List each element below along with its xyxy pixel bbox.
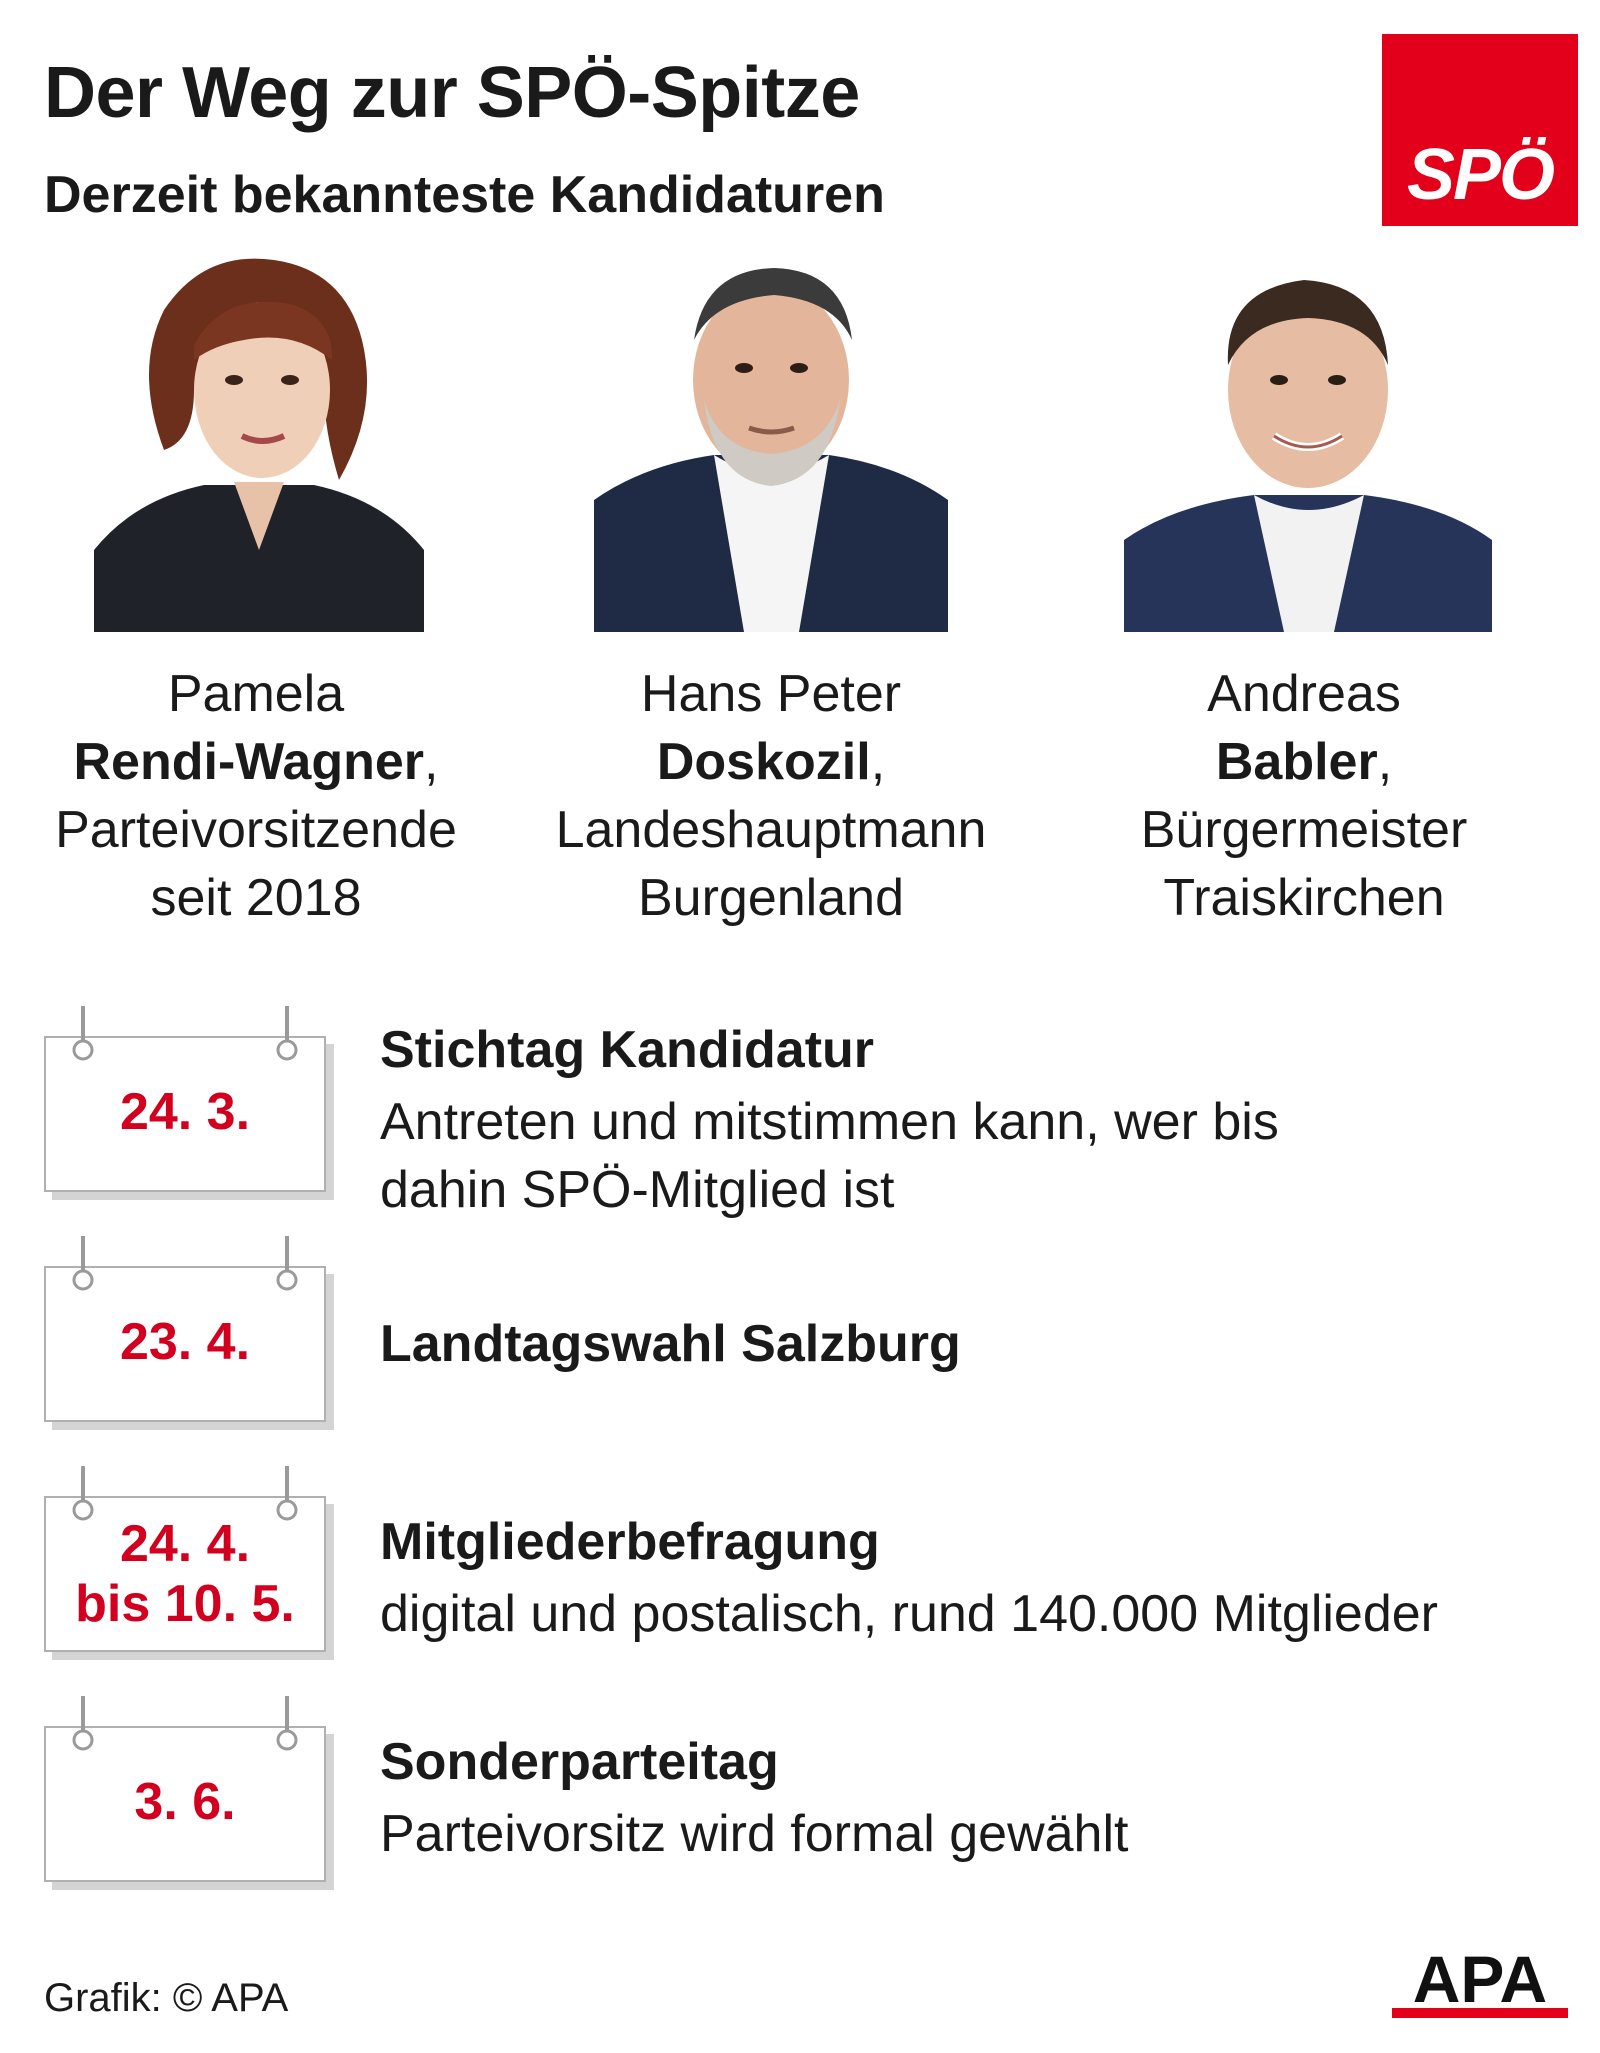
graphic-credit: Grafik: © APA bbox=[44, 1976, 289, 2020]
apa-logo-text: APA bbox=[1413, 1950, 1547, 2016]
calendar-icon-stichtag: 24. 3. bbox=[44, 1006, 326, 1192]
name-separator: , bbox=[424, 733, 439, 791]
calendar-icon-landtagswahl: 23. 4. bbox=[44, 1236, 326, 1422]
candidate-first-name: Hans Peter bbox=[640, 665, 902, 723]
candidate-first-name: Pamela bbox=[167, 665, 345, 723]
calendar-ring-icon bbox=[276, 1466, 298, 1521]
event-title-stichtag: Stichtag Kandidatur bbox=[380, 1021, 875, 1079]
event-title-sonderparteitag: Sonderparteitag bbox=[380, 1733, 779, 1791]
calendar-ring-icon bbox=[72, 1236, 94, 1291]
event-description-line: digital und postalisch, rund 140.000 Mit… bbox=[380, 1585, 1439, 1643]
page-subtitle: Derzeit bekannteste Kandidaturen bbox=[44, 166, 885, 224]
calendar-ring-icon bbox=[72, 1466, 94, 1521]
calendar-icon-mitgliederbefragung: 24. 4. bis 10. 5. bbox=[44, 1466, 326, 1652]
calendar-ring-icon bbox=[276, 1006, 298, 1061]
calendar-ring-icon bbox=[72, 1006, 94, 1061]
apa-logo: APA bbox=[1392, 1950, 1568, 2018]
candidate-role: Bürgermeister bbox=[1140, 801, 1468, 859]
event-description-line: Parteivorsitz wird formal gewählt bbox=[380, 1805, 1129, 1863]
spo-logo: SPÖ bbox=[1382, 34, 1578, 226]
candidate-last-name: Babler bbox=[1215, 733, 1378, 791]
candidate-last-name: Rendi-Wagner bbox=[73, 733, 425, 791]
event-description-line: dahin SPÖ-Mitglied ist bbox=[380, 1161, 895, 1219]
calendar-ring-icon bbox=[72, 1696, 94, 1751]
candidate-doskozil: Hans Peter Doskozil, Landeshauptmann Bur… bbox=[531, 660, 1011, 932]
candidate-role: Parteivorsitzende bbox=[55, 801, 457, 859]
candidate-role-detail: Burgenland bbox=[638, 869, 904, 927]
candidate-photo-rendi-wagner bbox=[94, 250, 424, 632]
event-description-sonderparteitag: Parteivorsitz wird formal gewählt bbox=[380, 1800, 1580, 1868]
calendar-ring-icon bbox=[276, 1236, 298, 1291]
calendar-ring-icon bbox=[276, 1696, 298, 1751]
candidate-babler: Andreas Babler, Bürgermeister Traiskirch… bbox=[1064, 660, 1544, 932]
candidate-last-name: Doskozil bbox=[656, 733, 871, 791]
candidate-role: Landeshauptmann bbox=[555, 801, 987, 859]
event-description-line: Antreten und mitstimmen kann, wer bis bbox=[380, 1093, 1279, 1151]
calendar-icon-sonderparteitag: 3. 6. bbox=[44, 1696, 326, 1882]
event-date: 24. 3. bbox=[119, 1083, 251, 1141]
event-description-mitgliederbefragung: digital und postalisch, rund 140.000 Mit… bbox=[380, 1580, 1580, 1648]
spo-logo-text: SPÖ bbox=[1406, 135, 1555, 215]
event-description-stichtag: Antreten und mitstimmen kann, wer bis da… bbox=[380, 1088, 1580, 1224]
event-date-end: bis 10. 5. bbox=[75, 1575, 295, 1633]
name-separator: , bbox=[870, 733, 886, 791]
event-title-landtagswahl: Landtagswahl Salzburg bbox=[380, 1315, 961, 1373]
candidate-first-name: Andreas bbox=[1207, 665, 1401, 723]
candidate-photo-babler bbox=[1124, 250, 1492, 632]
name-separator: , bbox=[1377, 733, 1393, 791]
candidate-role-detail: Traiskirchen bbox=[1163, 869, 1445, 927]
candidate-rendi-wagner: Pamela Rendi-Wagner, Parteivorsitzende s… bbox=[16, 660, 496, 932]
event-title-mitgliederbefragung: Mitgliederbefragung bbox=[380, 1513, 880, 1571]
page-title: Der Weg zur SPÖ-Spitze bbox=[44, 53, 860, 133]
event-date-start: 24. 4. bbox=[119, 1515, 251, 1573]
event-date: 23. 4. bbox=[119, 1313, 251, 1371]
candidate-role-detail: seit 2018 bbox=[150, 869, 362, 927]
event-date: 3. 6. bbox=[134, 1773, 236, 1831]
candidate-photo-doskozil bbox=[594, 250, 948, 632]
